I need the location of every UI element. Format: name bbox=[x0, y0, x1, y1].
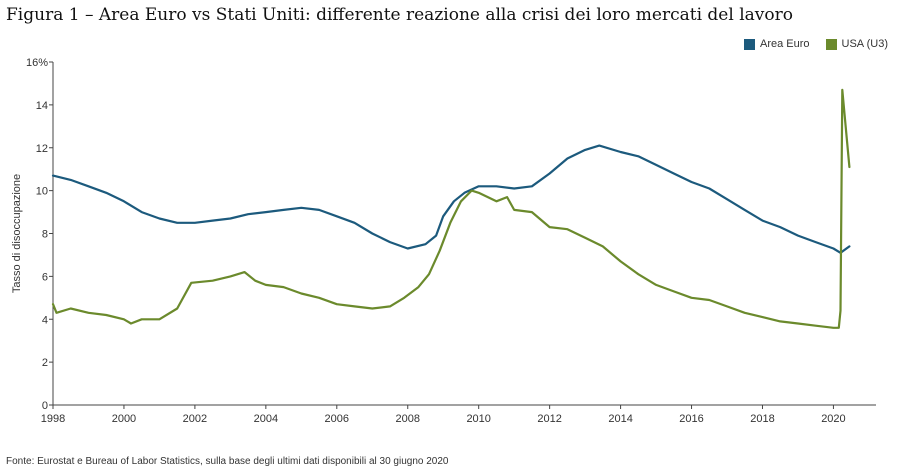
legend-label-euro: Area Euro bbox=[760, 38, 810, 50]
x-tick-label: 2004 bbox=[254, 413, 278, 425]
y-tick-label: 14 bbox=[36, 100, 48, 112]
x-tick-label: 1998 bbox=[41, 413, 65, 425]
y-tick-label: 6 bbox=[42, 271, 48, 283]
y-axis-label: Tasso di disoccupazione bbox=[11, 174, 23, 293]
x-tick-label: 2000 bbox=[112, 413, 136, 425]
x-tick-label: 2006 bbox=[325, 413, 349, 425]
x-tick-label: 2016 bbox=[679, 413, 703, 425]
x-tick-label: 2002 bbox=[183, 413, 207, 425]
y-tick-label: 2 bbox=[42, 357, 48, 369]
x-tick-label: 2018 bbox=[750, 413, 774, 425]
legend-item-euro: Area Euro bbox=[744, 38, 810, 50]
x-tick-label: 2010 bbox=[466, 413, 490, 425]
chart-title: Figura 1 – Area Euro vs Stati Uniti: dif… bbox=[6, 5, 793, 25]
y-tick-label: 4 bbox=[42, 314, 48, 326]
y-tick-label: 8 bbox=[42, 229, 48, 241]
y-tick-label: 16% bbox=[26, 57, 48, 69]
legend: Area Euro USA (U3) bbox=[744, 38, 888, 50]
y-tick-label: 10 bbox=[36, 186, 48, 198]
series-line-area-euro bbox=[51, 144, 851, 254]
y-tick-label: 12 bbox=[36, 143, 48, 155]
x-tick-label: 2012 bbox=[537, 413, 561, 425]
x-tick-label: 2020 bbox=[821, 413, 845, 425]
legend-label-usa: USA (U3) bbox=[841, 38, 888, 50]
legend-swatch-euro bbox=[744, 38, 755, 50]
source-note: Fonte: Eurostat e Bureau of Labor Statis… bbox=[6, 456, 449, 467]
x-tick-label: 2014 bbox=[608, 413, 632, 425]
series-line-usa-u3 bbox=[51, 88, 851, 329]
y-tick-label: 0 bbox=[42, 400, 48, 412]
x-tick-label: 2008 bbox=[395, 413, 419, 425]
legend-swatch-usa bbox=[825, 38, 837, 50]
legend-item-usa: USA (U3) bbox=[825, 38, 888, 50]
